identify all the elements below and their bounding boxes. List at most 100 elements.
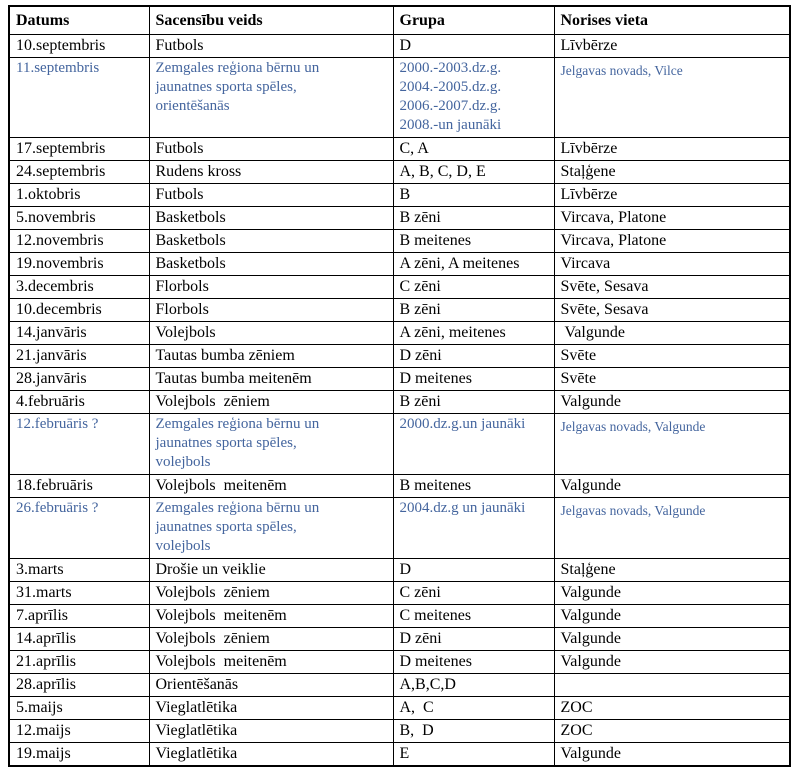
cell-datums: 5.maijs [8, 696, 150, 720]
cell-veids: Orientēšanās [148, 673, 394, 697]
cell-veids: Zemgales reģiona bērnu un jaunatnes spor… [148, 57, 394, 138]
cell-veids: Volejbols meitenēm [148, 650, 394, 674]
cell-datums: 12.februāris ? [8, 413, 150, 475]
column-header-datums: Datums [8, 5, 150, 35]
table-row: 17.septembris Futbols C, A Līvbērze [8, 137, 791, 161]
cell-veids: Volejbols [148, 321, 394, 345]
cell-veids: Volejbols meitenēm [148, 474, 394, 498]
cell-datums: 14.janvāris [8, 321, 150, 345]
table-row: 14.aprīlis Volejbols zēniem D zēni Valgunde [8, 627, 791, 651]
cell-grupa: B zēni [392, 206, 555, 230]
cell-grupa: B zēni [392, 390, 555, 414]
column-header-vieta: Norises vieta [553, 5, 791, 35]
cell-datums: 21.janvāris [8, 344, 150, 368]
cell-vieta: Svēte [553, 367, 791, 391]
cell-datums: 21.aprīlis [8, 650, 150, 674]
cell-vieta: Valgunde [553, 650, 791, 674]
cell-datums: 10.decembris [8, 298, 150, 322]
cell-vieta: Vircava [553, 252, 791, 276]
cell-veids: Futbols [148, 34, 394, 58]
cell-grupa: 2000.-2003.dz.g. 2004.-2005.dz.g. 2006.-… [392, 57, 555, 138]
table-row: 19.maijs Vieglatlētika E Valgunde [8, 742, 791, 767]
cell-datums: 19.maijs [8, 742, 150, 767]
cell-veids: Drošie un veiklie [148, 558, 394, 582]
cell-datums: 3.decembris [8, 275, 150, 299]
cell-grupa: D meitenes [392, 367, 555, 391]
cell-grupa: D [392, 34, 555, 58]
table-row: 12.novembris Basketbols B meitenes Vircava,… [8, 229, 791, 253]
table-row: 4.februāris Volejbols zēniem B zēni Valgund… [8, 390, 791, 414]
cell-veids: Tautas bumba meitenēm [148, 367, 394, 391]
cell-vieta: Jelgavas novads, Valgunde [553, 497, 791, 559]
cell-datums: 5.novembris [8, 206, 150, 230]
cell-vieta: Valgunde [553, 390, 791, 414]
cell-veids: Vieglatlētika [148, 696, 394, 720]
cell-datums: 11.septembris [8, 57, 150, 138]
cell-grupa: B meitenes [392, 229, 555, 253]
cell-veids: Florbols [148, 275, 394, 299]
cell-datums: 12.maijs [8, 719, 150, 743]
cell-datums: 10.septembris [8, 34, 150, 58]
table-row: 28.janvāris Tautas bumba meitenēm D meiten… [8, 367, 791, 391]
table-row: 3.decembris Florbols C zēni Svēte, Sesava [8, 275, 791, 299]
cell-grupa: D meitenes [392, 650, 555, 674]
cell-datums: 4.februāris [8, 390, 150, 414]
cell-veids: Vieglatlētika [148, 742, 394, 767]
table-row: 10.decembris Florbols B zēni Svēte, Sesava [8, 298, 791, 322]
cell-vieta: Jelgavas novads, Vilce [553, 57, 791, 138]
table-row: 21.janvāris Tautas bumba zēniem D zēni Svēt… [8, 344, 791, 368]
cell-grupa: A,B,C,D [392, 673, 555, 697]
cell-veids: Vieglatlētika [148, 719, 394, 743]
cell-veids: Basketbols [148, 229, 394, 253]
cell-veids: Volejbols meitenēm [148, 604, 394, 628]
table-row: 1.oktobris Futbols B Līvbērze [8, 183, 791, 207]
cell-veids: Rudens kross [148, 160, 394, 184]
cell-grupa: 2000.dz.g.un jaunāki [392, 413, 555, 475]
cell-grupa: E [392, 742, 555, 767]
cell-grupa: B meitenes [392, 474, 555, 498]
cell-vieta: Staļģene [553, 558, 791, 582]
cell-veids: Volejbols zēniem [148, 581, 394, 605]
column-header-grupa: Grupa [392, 5, 555, 35]
table-row: 18.februāris Volejbols meitenēm B meitenes… [8, 474, 791, 498]
cell-veids: Volejbols zēniem [148, 627, 394, 651]
cell-veids: Basketbols [148, 252, 394, 276]
cell-datums: 28.janvāris [8, 367, 150, 391]
cell-vieta: Valgunde [553, 581, 791, 605]
cell-datums: 17.septembris [8, 137, 150, 161]
cell-vieta: Valgunde [553, 742, 791, 767]
cell-veids: Tautas bumba zēniem [148, 344, 394, 368]
table-row: 28.aprīlis Orientēšanās A,B,C,D [8, 673, 791, 697]
table-body: 10.septembris Futbols D Līvbērze 11.septembr… [8, 34, 791, 767]
table-row: 5.maijs Vieglatlētika A, C ZOC [8, 696, 791, 720]
table-row: 24.septembris Rudens kross A, B, C, D, E St… [8, 160, 791, 184]
cell-veids: Futbols [148, 137, 394, 161]
cell-grupa: D zēni [392, 627, 555, 651]
cell-grupa: C, A [392, 137, 555, 161]
cell-vieta: Svēte, Sesava [553, 275, 791, 299]
cell-datums: 18.februāris [8, 474, 150, 498]
table-row: 26.februāris ? Zemgales reģiona bērnu un … [8, 497, 791, 559]
cell-vieta: Svēte [553, 344, 791, 368]
table-row: 12.februāris ? Zemgales reģiona bērnu un … [8, 413, 791, 475]
cell-datums: 31.marts [8, 581, 150, 605]
cell-vieta: Valgunde [553, 474, 791, 498]
cell-datums: 26.februāris ? [8, 497, 150, 559]
table-row: 12.maijs Vieglatlētika B, D ZOC [8, 719, 791, 743]
cell-vieta: Valgunde [553, 604, 791, 628]
cell-grupa: C zēni [392, 581, 555, 605]
table-row: 5.novembris Basketbols B zēni Vircava, Plat… [8, 206, 791, 230]
cell-grupa: 2004.dz.g un jaunāki [392, 497, 555, 559]
cell-grupa: B zēni [392, 298, 555, 322]
cell-vieta: Staļģene [553, 160, 791, 184]
cell-grupa: B, D [392, 719, 555, 743]
table-row: 14.janvāris Volejbols A zēni, meitenes Val… [8, 321, 791, 345]
table-row: 7.aprīlis Volejbols meitenēm C meitenes Val… [8, 604, 791, 628]
cell-vieta: Valgunde [553, 321, 791, 345]
cell-veids: Zemgales reģiona bērnu un jaunatnes spor… [148, 413, 394, 475]
cell-vieta: Līvbērze [553, 34, 791, 58]
cell-grupa: D [392, 558, 555, 582]
cell-veids: Zemgales reģiona bērnu un jaunatnes spor… [148, 497, 394, 559]
cell-datums: 19.novembris [8, 252, 150, 276]
